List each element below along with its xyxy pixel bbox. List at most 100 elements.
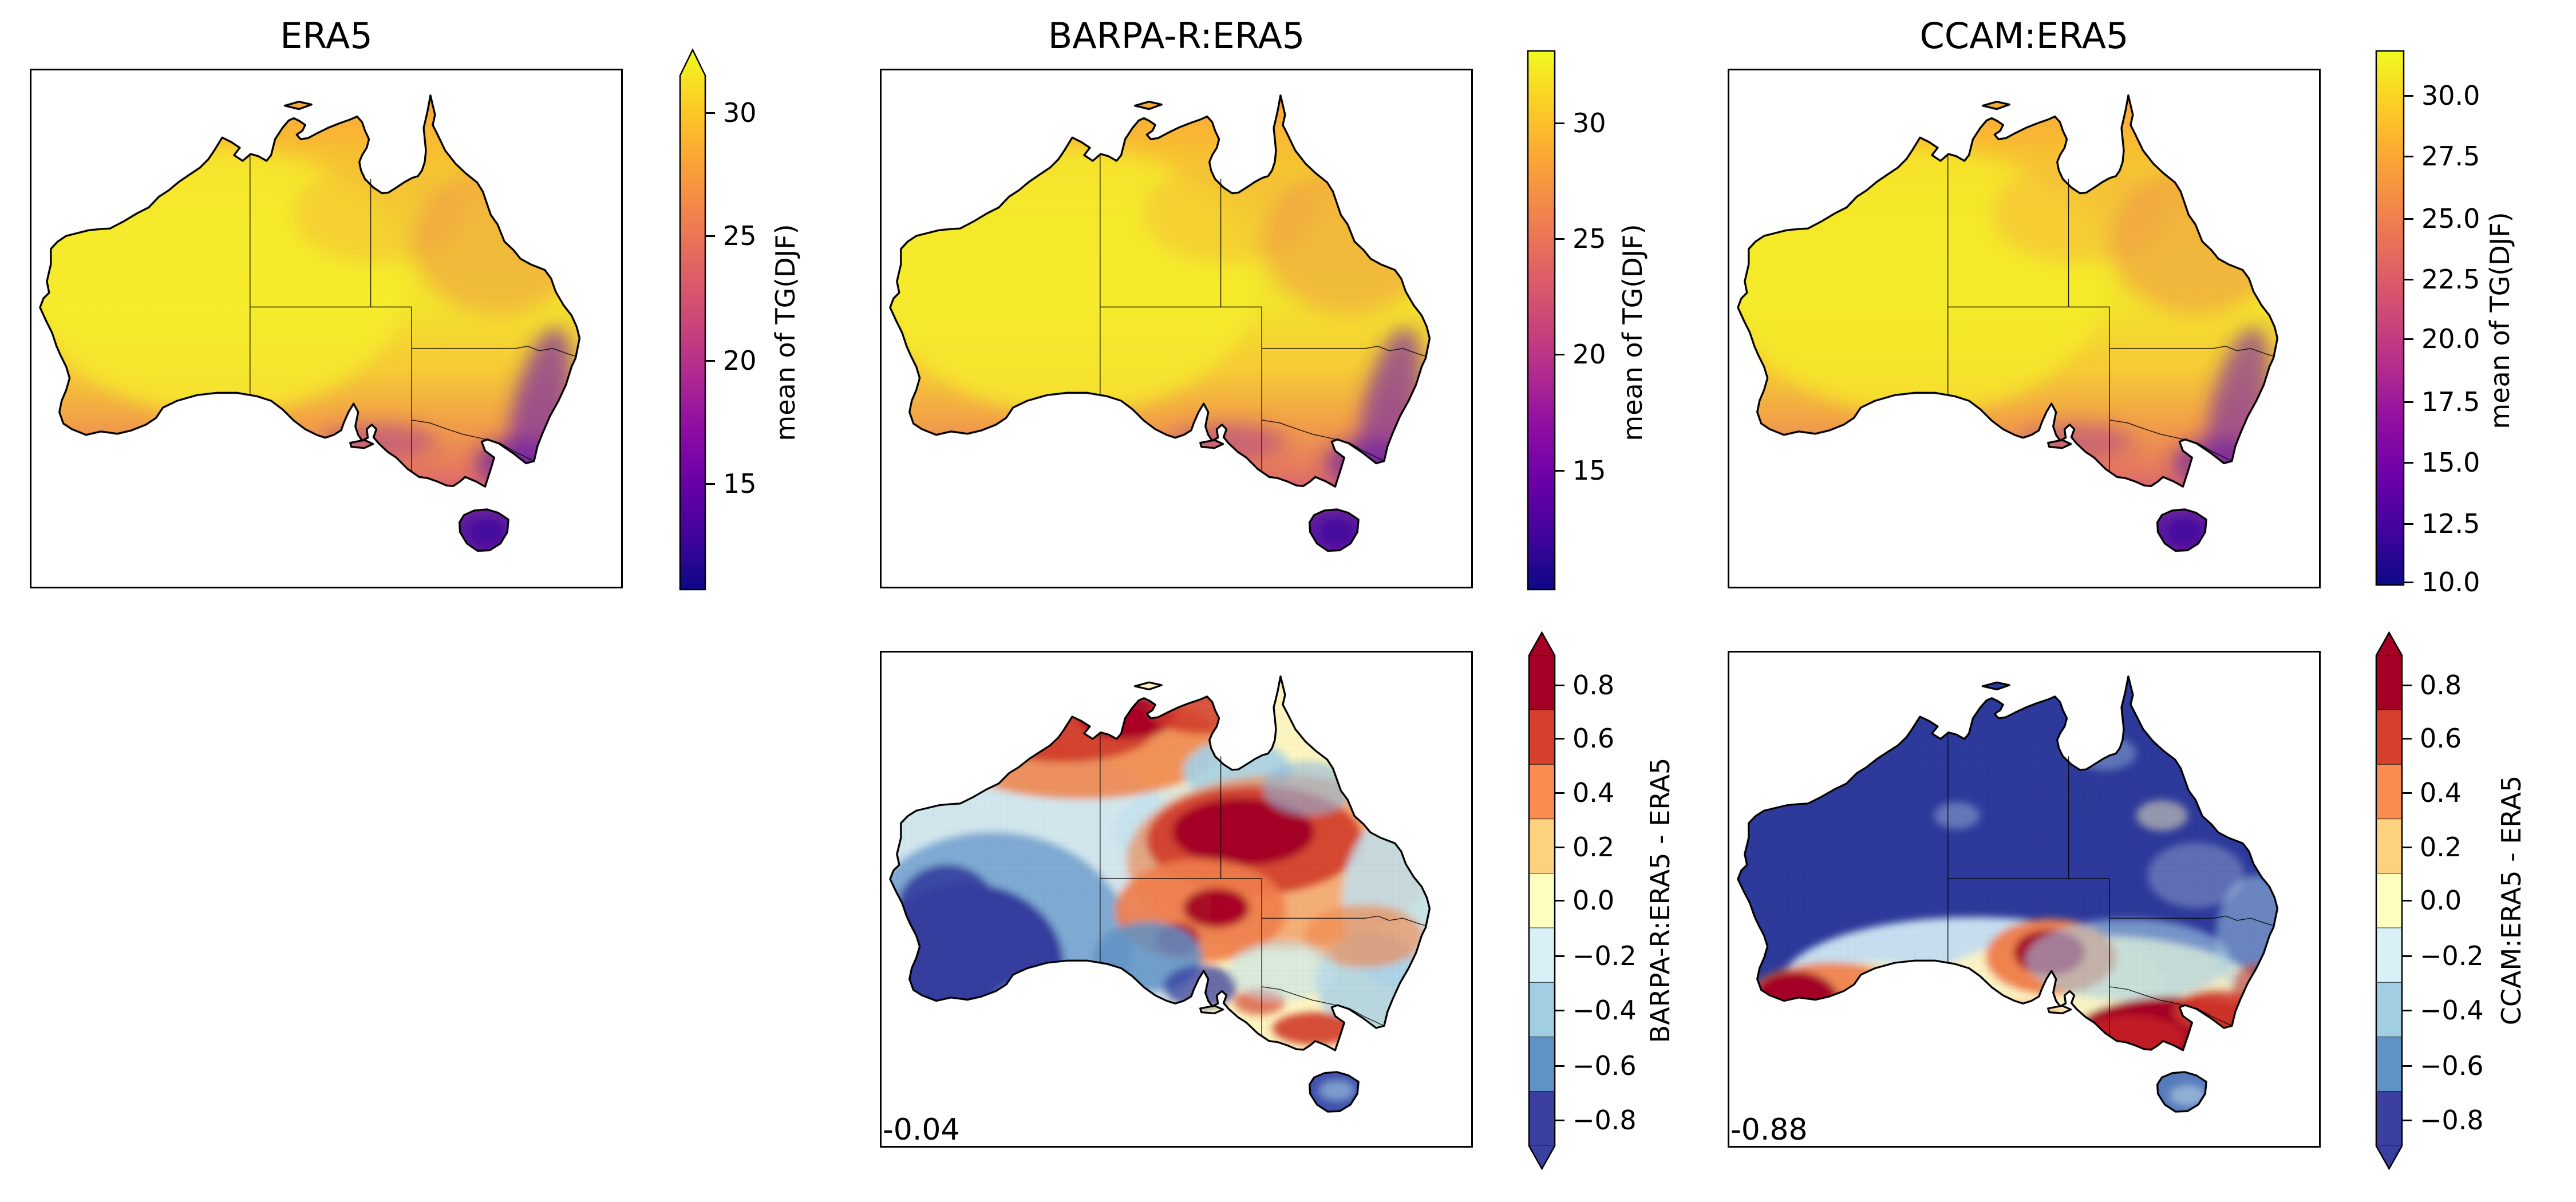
spatial-mean-annotation-ccam: -0.88 [1730, 1113, 1808, 1147]
colorbar-tick-label: 20 [723, 345, 757, 376]
colorbar-extend-min [1529, 1146, 1555, 1169]
colorbar-segment [2376, 982, 2403, 1038]
raster-grid-overlay [1737, 676, 2278, 1112]
colorbar-tick [1555, 899, 1564, 902]
map-panel-barpa-diff [880, 651, 1473, 1148]
colorbar-tick [1555, 122, 1564, 124]
australia-map-ccam [1737, 94, 2279, 552]
colorbar-tick-label: 15 [723, 468, 757, 499]
colorbar-tick [2404, 218, 2413, 220]
colorbar-segment [1528, 1036, 1555, 1092]
colorbar-tick [1555, 792, 1564, 794]
colorbar-gradient [680, 50, 705, 590]
colorbar-tick [2403, 1009, 2412, 1011]
colorbar-tick-label: 12.5 [2421, 508, 2480, 539]
colorbar-tick-label: 0.6 [2420, 723, 2462, 754]
colorbar-axis-label-ccam-diff: CCAM:ERA5 - ERA5 [2496, 775, 2527, 1026]
colorbar-tick [1555, 238, 1564, 240]
colorbar-axis-label-ccam: mean of TG(DJF) [2484, 212, 2515, 429]
colorbar-tick-label: 25 [1573, 223, 1606, 254]
colorbar-tick [1555, 1119, 1564, 1121]
colorbar-tick [706, 112, 715, 114]
colorbar-segment [1528, 709, 1555, 765]
colorbar-axis-label-barpa: mean of TG(DJF) [1617, 224, 1648, 441]
colorbar-tick [1555, 353, 1564, 355]
colorbar-tick [1555, 1065, 1564, 1067]
colorbar-tick-label: 0.2 [1573, 832, 1615, 863]
map-panel-ccam-diff [1728, 651, 2321, 1148]
colorbar-tick-label: 25 [723, 220, 757, 251]
colorbar-tick-label: 0.0 [2420, 885, 2462, 916]
colorbar-tick [706, 359, 715, 362]
australia-map-barpa [889, 94, 1431, 552]
colorbar-graphic-era5 [679, 48, 706, 591]
australia-map-ccam-diff [1737, 675, 2279, 1113]
map-panel-barpa [880, 69, 1473, 588]
colorbar-graphic-barpa-diff [1528, 631, 1556, 1171]
colorbar-tick-label: 22.5 [2421, 264, 2480, 295]
colorbar-tick [1555, 955, 1564, 957]
colorbar-outline [1528, 631, 1556, 1171]
map-panel-era5 [30, 69, 623, 588]
colorbar-tick [2404, 523, 2413, 525]
colorbar-segment [1528, 927, 1555, 983]
colorbar-tick [2404, 581, 2413, 583]
colorbar-graphic-ccam [2375, 50, 2405, 586]
panel-title-barpa: BARPA-R:ERA5 [1048, 15, 1305, 57]
spatial-mean-annotation-barpa: -0.04 [883, 1113, 960, 1147]
colorbar-tick [1555, 846, 1564, 848]
colorbar-tick [2403, 684, 2412, 686]
colorbar-segment [2376, 655, 2403, 710]
colorbar-tick [2404, 155, 2413, 157]
colorbar-tick [706, 483, 715, 485]
colorbar-tick [2403, 1065, 2412, 1067]
colorbar-tick-label: −0.2 [1573, 940, 1637, 971]
colorbar-outline [679, 48, 706, 591]
colorbar-segment [1528, 819, 1555, 874]
colorbar-axis-label-era5: mean of TG(DJF) [770, 224, 801, 441]
colorbar-segment [2376, 764, 2403, 820]
colorbar-segment [1528, 982, 1555, 1038]
colorbar-tick-label: −0.4 [2420, 995, 2484, 1026]
colorbar-tick-label: 15 [1573, 455, 1606, 486]
panel-title-ccam: CCAM:ERA5 [1919, 15, 2129, 57]
colorbar-gradient [2376, 51, 2404, 585]
colorbar-tick [2403, 737, 2412, 740]
panel-title-era5: ERA5 [280, 15, 373, 57]
colorbar-tick-label: 0.2 [2420, 832, 2462, 863]
colorbar-segment [1528, 873, 1555, 928]
colorbar-tick [2404, 401, 2413, 403]
colorbar-tick-label: 0.8 [2420, 670, 2462, 701]
colorbar-tick [2404, 278, 2413, 280]
colorbar-tick [2404, 338, 2413, 340]
colorbar-tick [2403, 955, 2412, 957]
colorbar-gradient [1528, 51, 1555, 590]
australia-map-barpa-diff [889, 675, 1431, 1113]
colorbar-tick-label: 15.0 [2421, 447, 2480, 478]
colorbar-tick [2403, 792, 2412, 794]
colorbar-tick-label: −0.8 [2420, 1105, 2484, 1136]
colorbar-tick-label: −0.6 [1573, 1050, 1637, 1081]
colorbar-outline [1527, 50, 1556, 591]
colorbar-tick [1555, 737, 1564, 740]
colorbar-tick-label: 25.0 [2421, 203, 2480, 234]
colorbar-tick-label: 0.0 [1573, 885, 1615, 916]
colorbar-tick-label: 30 [1573, 108, 1606, 139]
colorbar-tick [2404, 94, 2413, 97]
colorbar-tick [2403, 846, 2412, 848]
map-panel-ccam [1728, 69, 2321, 588]
colorbar-tick-label: 0.4 [1573, 777, 1615, 808]
colorbar-segment [2376, 927, 2403, 983]
colorbar-tick-label: 30 [723, 97, 757, 128]
colorbar-extend-max [1529, 632, 1555, 655]
colorbar-tick [1555, 1009, 1564, 1011]
colorbar-segment [2376, 1091, 2403, 1146]
colorbar-graphic-ccam-diff [2375, 631, 2403, 1171]
colorbar-tick-label: 17.5 [2421, 386, 2480, 417]
colorbar-tick-label: 30.0 [2421, 80, 2480, 111]
australia-map-era5 [39, 94, 581, 552]
colorbar-segment [2376, 819, 2403, 874]
colorbar-tick-label: 0.6 [1573, 723, 1615, 754]
colorbar-tick [1555, 469, 1564, 472]
